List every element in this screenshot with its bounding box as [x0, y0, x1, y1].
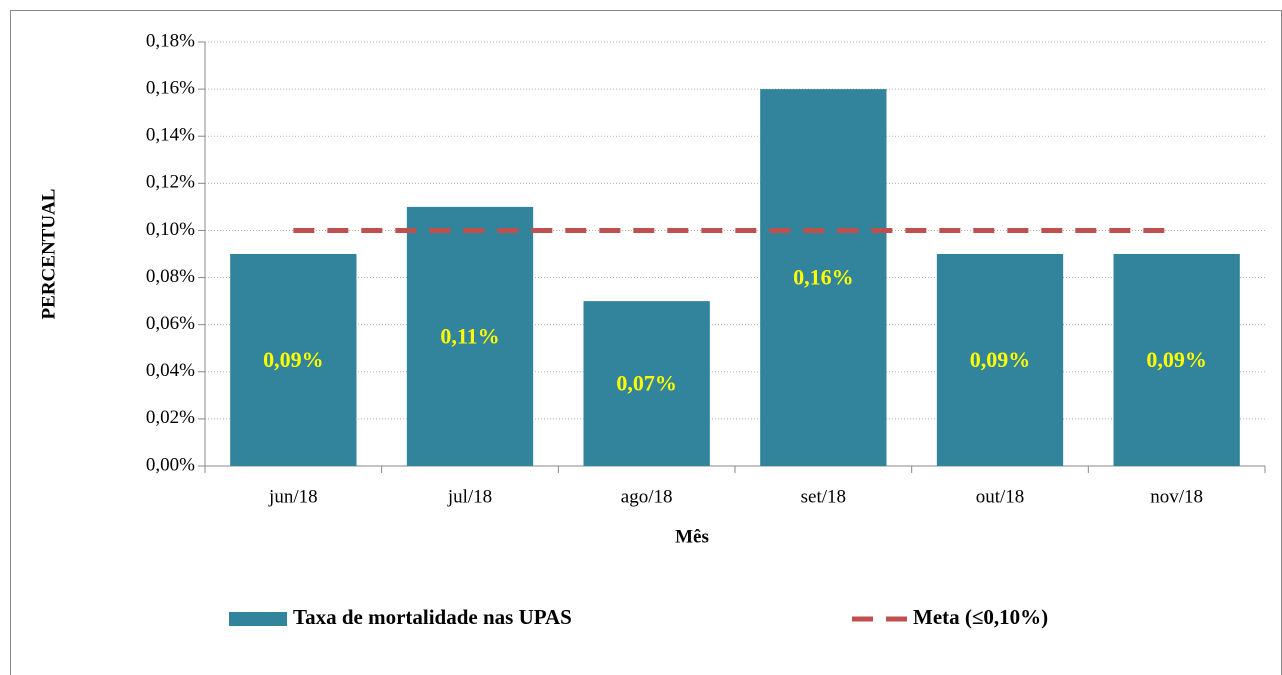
x-axis-title: Mês	[675, 526, 709, 547]
y-tick-label: 0,00%	[146, 454, 195, 475]
y-tick-label: 0,04%	[146, 360, 195, 381]
bar-value-label: 0,16%	[793, 265, 854, 290]
y-tick-label: 0,16%	[146, 77, 195, 98]
bar	[1113, 254, 1240, 466]
bar-value-label: 0,09%	[1146, 347, 1207, 372]
x-tick-label: jul/18	[447, 486, 492, 507]
y-axis-title: PERCENTUAL	[38, 189, 59, 320]
y-tick-label: 0,08%	[146, 266, 195, 287]
bar	[406, 206, 534, 466]
bar-value-label: 0,11%	[440, 323, 499, 348]
legend-swatch	[229, 612, 287, 626]
y-tick-label: 0,06%	[146, 313, 195, 334]
y-tick-label: 0,10%	[146, 219, 195, 240]
bar-value-label: 0,07%	[616, 371, 677, 396]
bar-value-label: 0,09%	[263, 347, 324, 372]
x-tick-label: nov/18	[1150, 486, 1203, 507]
bar	[936, 254, 1064, 466]
y-tick-label: 0,02%	[146, 407, 195, 428]
x-tick-label: jun/18	[268, 486, 318, 507]
bar-value-label: 0,09%	[970, 347, 1031, 372]
legend-label: Taxa de mortalidade nas UPAS	[293, 605, 572, 629]
y-tick-label: 0,18%	[146, 30, 195, 51]
x-tick-label: ago/18	[621, 486, 673, 507]
legend-label: Meta (≤0,10%)	[913, 605, 1048, 629]
x-tick-label: out/18	[976, 486, 1025, 507]
x-tick-label: set/18	[801, 486, 846, 507]
bar	[760, 89, 887, 466]
y-tick-label: 0,12%	[146, 172, 195, 193]
y-tick-label: 0,14%	[146, 125, 195, 146]
bar	[583, 301, 710, 466]
bar	[230, 254, 357, 466]
